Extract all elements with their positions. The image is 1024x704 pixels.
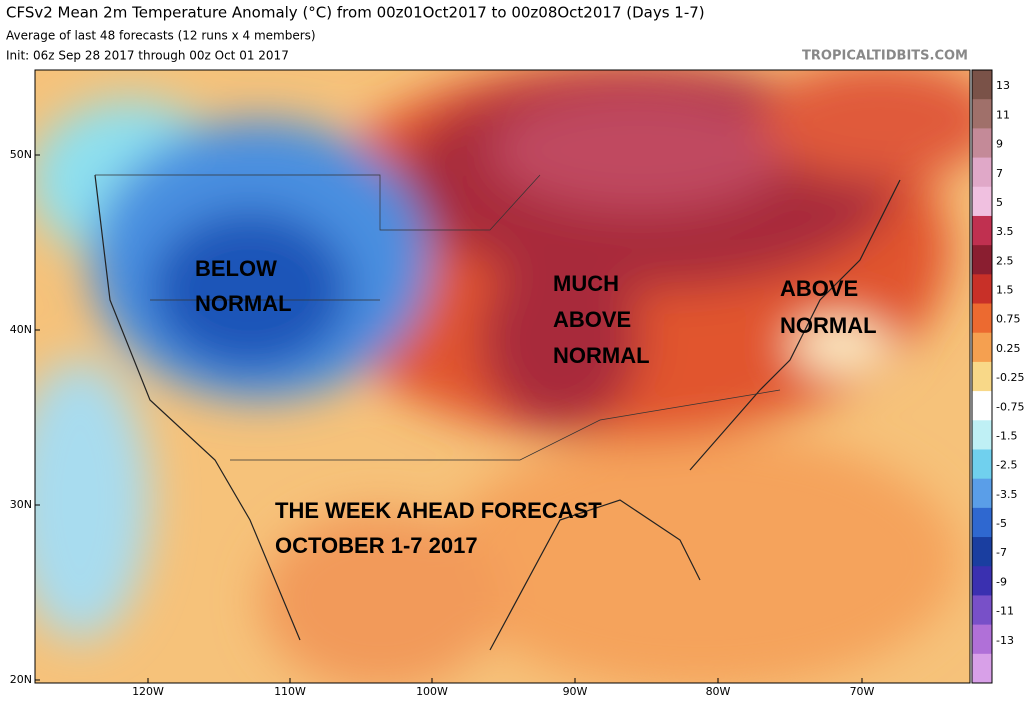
colorbar-label: 5 [996,196,1003,209]
colorbar-cell [972,186,992,217]
colorbar-cell [972,449,992,480]
colorbar-cell [972,595,992,626]
lon-label: 90W [563,685,588,698]
lat-label: 20N [10,673,32,686]
colorbar-cell [972,157,992,188]
colorbar-label: 2.5 [996,254,1014,267]
annotation: THE WEEK AHEAD FORECAST [275,498,602,523]
subtitle: Average of last 48 forecasts (12 runs x … [6,29,316,43]
lon-label: 110W [274,685,306,698]
colorbar-label: 7 [996,167,1003,180]
colorbar-label: 9 [996,138,1003,151]
init: Init: 06z Sep 28 2017 through 00z Oct 01… [6,49,289,63]
colorbar-cell [972,653,992,684]
colorbar-label: 0.25 [996,342,1021,355]
colorbar-label: 3.5 [996,225,1014,238]
colorbar-frame [971,69,993,684]
colorbar-label: -2.5 [996,459,1017,472]
annotation: NORMAL [195,291,292,316]
colorbar-cell [972,70,992,100]
map-frame [34,69,971,684]
lon-label: 70W [850,685,875,698]
lat-label: 30N [10,498,32,511]
annotation: BELOW [195,256,277,281]
annotation: ABOVE [553,307,631,332]
colorbar-label: -9 [996,575,1007,588]
lat-label: 50N [10,148,32,161]
colorbar-cell [972,332,992,363]
lon-label: 120W [132,685,164,698]
colorbar-label: 11 [996,108,1010,121]
colorbar-cell [972,391,992,421]
annotation: NORMAL [780,313,877,338]
colorbar-label: -1.5 [996,429,1017,442]
lon-label: 100W [416,685,448,698]
colorbar-label: -0.75 [996,400,1024,413]
colorbar-cell [972,537,992,567]
colorbar-cell [972,624,992,655]
watermark: TROPICALTIDBITS.COM [802,49,968,64]
colorbar-cell [972,274,992,305]
colorbar-cell [972,99,992,129]
colorbar-cell [972,507,992,538]
colorbar-label: -13 [996,634,1014,647]
annotation: MUCH [553,271,619,296]
colorbar-cell [972,215,992,246]
map [35,70,970,683]
colorbar-cell [972,478,992,509]
colorbar-cell [972,566,992,596]
colorbar-cell [972,420,992,450]
colorbar-label: 1.5 [996,284,1014,297]
annotation: NORMAL [553,343,650,368]
colorbar-cell [972,245,992,275]
colorbar-label: 0.75 [996,313,1021,326]
lat-label: 40N [10,323,32,336]
colorbar-label: -3.5 [996,488,1017,501]
colorbar-cell [972,128,992,159]
colorbar-label: 13 [996,79,1010,92]
colorbar-label: -7 [996,546,1007,559]
colorbar-label: -0.25 [996,371,1024,384]
title: CFSv2 Mean 2m Temperature Anomaly (°C) f… [6,4,705,22]
lon-label: 80W [706,685,731,698]
colorbar-label: -11 [996,605,1014,618]
annotation: ABOVE [780,276,858,301]
colorbar-cell [972,303,992,334]
annotation: OCTOBER 1-7 2017 [275,533,478,558]
colorbar-label: -5 [996,517,1007,530]
colorbar-cell [972,361,992,392]
